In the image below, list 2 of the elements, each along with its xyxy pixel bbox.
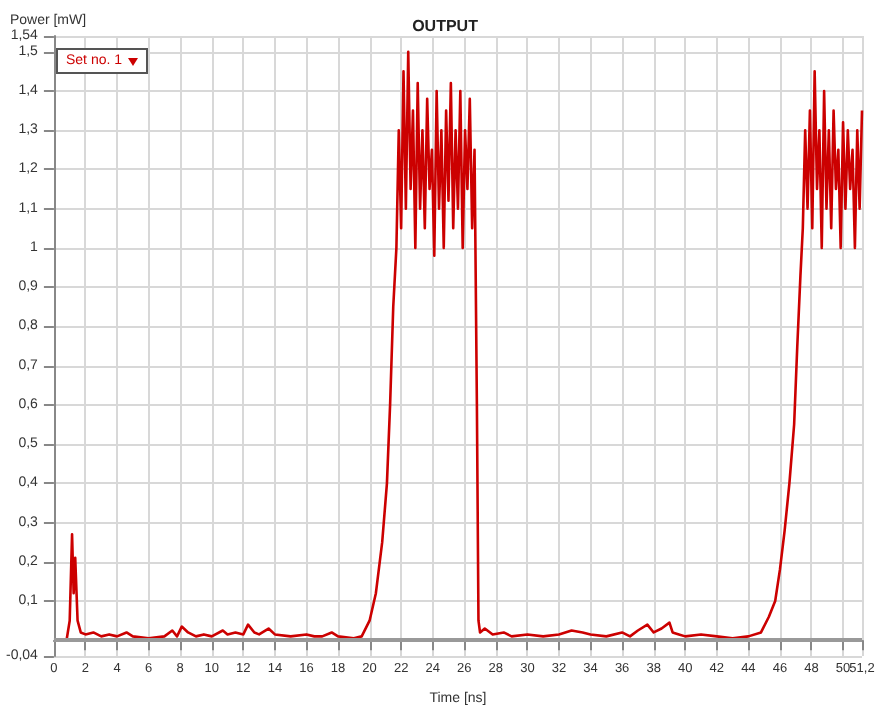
chart-title: OUTPUT — [412, 17, 479, 35]
line-series — [65, 50, 864, 642]
